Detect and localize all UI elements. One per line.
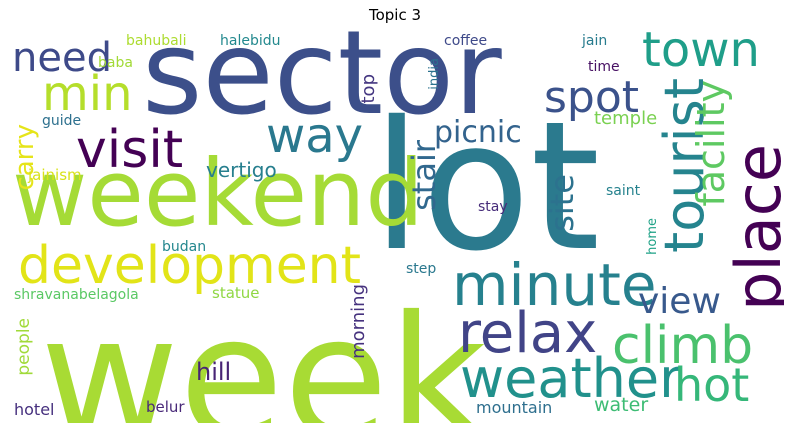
word-people: people: [14, 318, 34, 376]
word-need: need: [12, 35, 112, 81]
word-jain: jain: [582, 33, 608, 49]
word-weekend: weekend: [12, 140, 424, 247]
word-top: top: [358, 74, 379, 104]
word-spot: spot: [544, 72, 640, 123]
word-development: development: [18, 236, 362, 296]
word-statue: statue: [212, 284, 260, 302]
word-saint: saint: [606, 183, 641, 199]
word-halebidu: halebidu: [220, 33, 281, 49]
word-picnic: picnic: [434, 115, 522, 150]
word-hill: hill: [196, 358, 232, 386]
chart-title: Topic 3: [368, 6, 422, 24]
word-stay: stay: [478, 199, 508, 215]
word-sector: sector: [142, 30, 502, 141]
word-min: min: [42, 66, 133, 122]
word-lot: lot: [372, 83, 601, 290]
word-week: week: [40, 280, 487, 423]
word-morning: morning: [348, 284, 369, 359]
word-town: town: [642, 30, 760, 78]
word-way: way: [266, 108, 364, 164]
word-jainism: jainism: [28, 166, 82, 184]
word-hot: hot: [674, 358, 750, 412]
word-vertigo: vertigo: [206, 158, 277, 182]
word-site: site: [543, 174, 581, 232]
word-visit: visit: [76, 120, 184, 180]
word-time: time: [588, 59, 620, 75]
word-belur: belur: [146, 398, 185, 416]
word-climb: climb: [612, 316, 754, 376]
word-shravanabelagola: shravanabelagola: [14, 287, 139, 303]
word-home: home: [645, 218, 660, 255]
word-coffee: coffee: [444, 33, 488, 49]
word-step: step: [406, 261, 437, 277]
word-relax: relax: [458, 301, 598, 366]
word-place: place: [722, 144, 784, 311]
word-budan: budan: [162, 239, 207, 255]
word-minute: minute: [452, 251, 657, 319]
word-india: india: [427, 58, 442, 90]
word-bahubali: bahubali: [126, 33, 187, 49]
word-facility: facility: [689, 80, 733, 207]
word-view: view: [638, 281, 721, 322]
word-cloud: week lot sector weekend development minute wea…: [12, 30, 784, 423]
word-mountain: mountain: [476, 398, 553, 417]
word-hotel: hotel: [14, 400, 55, 419]
word-weather: weather: [460, 347, 682, 410]
word-water: water: [594, 394, 649, 416]
word-guide: guide: [42, 113, 82, 129]
word-temple: temple: [594, 108, 658, 129]
word-baba: baba: [98, 55, 133, 71]
word-stair: stair: [405, 140, 443, 211]
